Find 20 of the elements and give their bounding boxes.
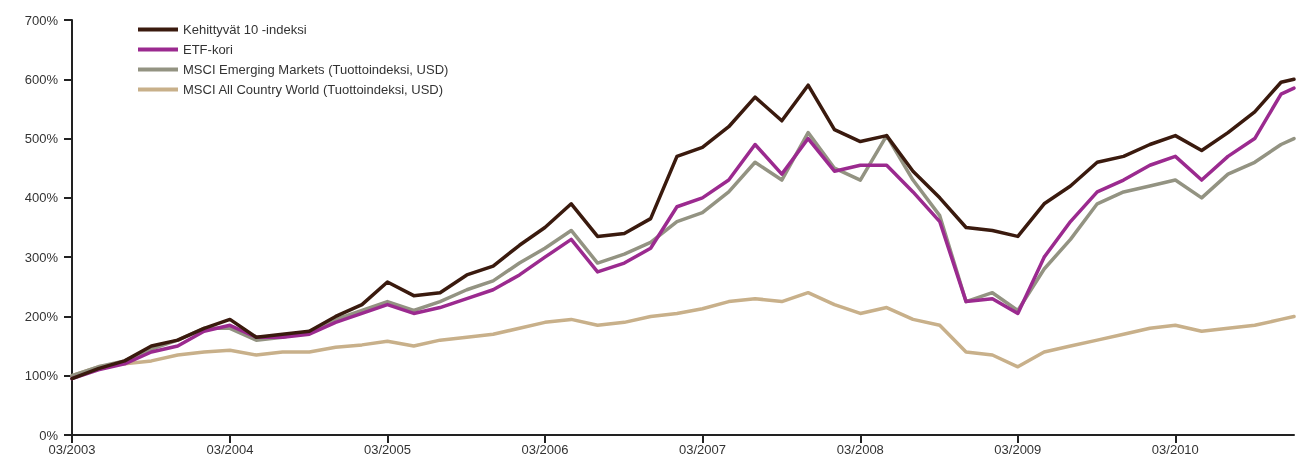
y-tick-label: 0% [39, 427, 59, 443]
y-tick-label: 300% [24, 249, 59, 265]
y-tick-label: 100% [24, 368, 59, 384]
x-tick-label: 03/2007 [678, 442, 726, 457]
y-tick-label: 600% [24, 71, 59, 87]
y-tick-label: 700% [24, 12, 59, 28]
y-tick-label: 400% [24, 190, 59, 206]
legend-label: MSCI Emerging Markets (Tuottoindeksi, USD) [183, 62, 449, 77]
legend-label: ETF-kori [183, 42, 233, 57]
legend-label: MSCI All Country World (Tuottoindeksi, USD) [183, 82, 444, 97]
y-tick-label: 200% [24, 308, 59, 324]
x-tick-label: 03/2009 [994, 442, 1042, 457]
x-tick-label: 03/2005 [363, 442, 411, 457]
x-tick-label: 03/2004 [206, 442, 254, 457]
x-tick-label: 03/2008 [836, 442, 884, 457]
x-tick-label: 03/2003 [48, 442, 96, 457]
y-tick-label: 500% [24, 131, 59, 147]
legend-label: Kehittyvät 10 -indeksi [183, 22, 307, 37]
x-tick-label: 03/2006 [521, 442, 569, 457]
x-tick-label: 03/2010 [1151, 442, 1199, 457]
